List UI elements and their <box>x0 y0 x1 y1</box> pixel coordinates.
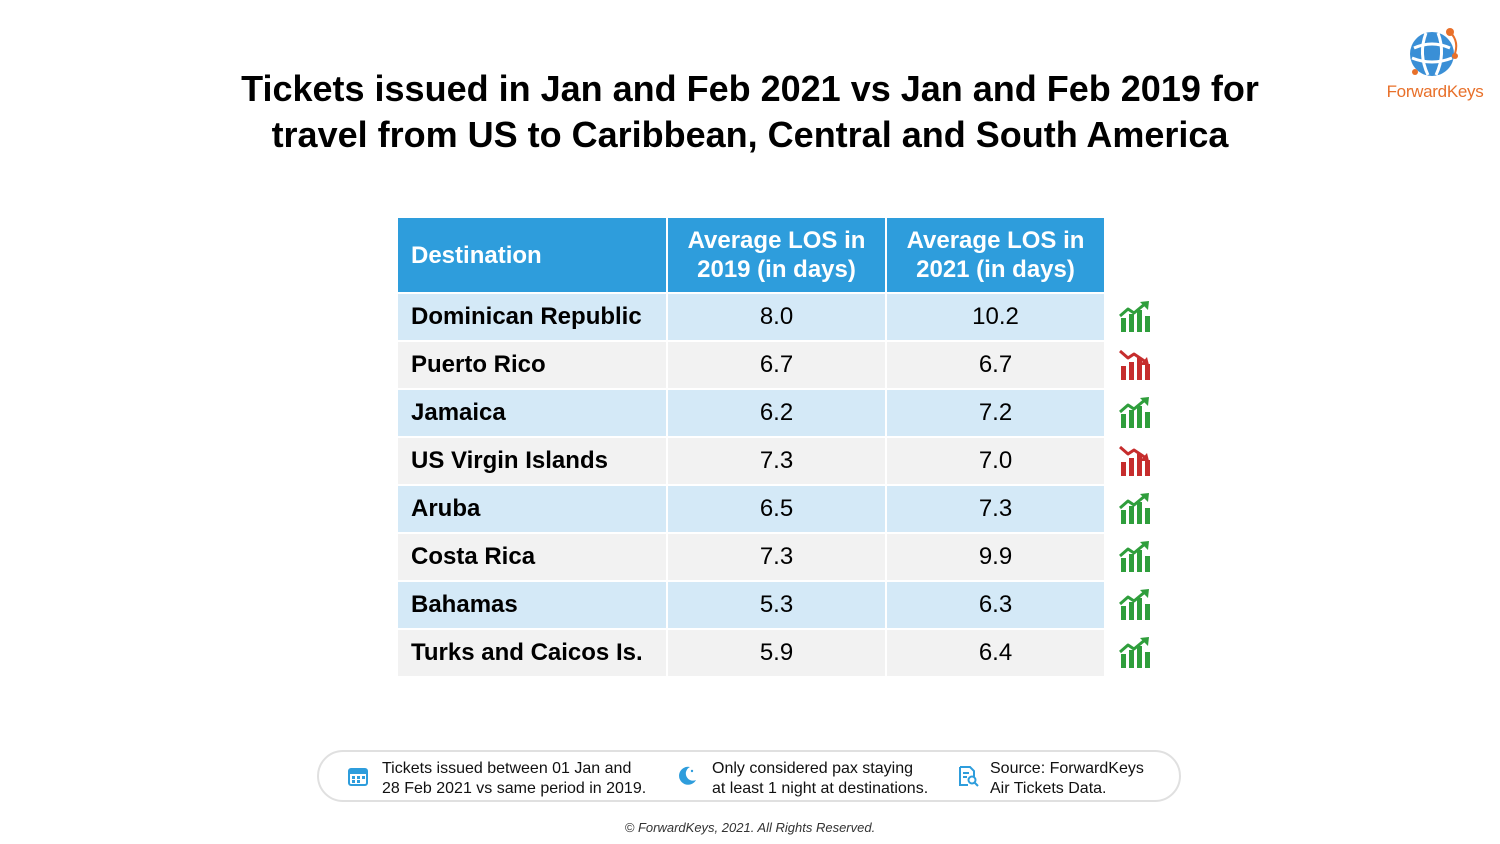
los-2019-cell: 5.9 <box>668 630 885 676</box>
destination-cell: Turks and Caicos Is. <box>398 630 666 676</box>
table-row: US Virgin Islands 7.3 7.0 <box>398 438 1180 484</box>
table-row: Puerto Rico 6.7 6.7 <box>398 342 1180 388</box>
trend-column-header <box>1106 218 1180 292</box>
footer-note-source: Source: ForwardKeys Air Tickets Data. <box>990 759 1144 799</box>
document-search-icon <box>959 766 979 787</box>
los-table: Destination Average LOS in 2019 (in days… <box>396 216 1182 678</box>
trend-cell <box>1106 486 1180 532</box>
globe-network-icon <box>1410 28 1458 76</box>
destination-cell: Aruba <box>398 486 666 532</box>
trend-cell <box>1106 294 1180 340</box>
trend-up-icon <box>1119 589 1150 620</box>
copyright-notice: © ForwardKeys, 2021. All Rights Reserved… <box>624 820 876 835</box>
los-2019-cell: 5.3 <box>668 582 885 628</box>
column-header-los-2021-line-1: Average LOS in <box>906 227 1085 254</box>
trend-cell <box>1106 438 1180 484</box>
column-header-los-2021: Average LOS in 2021 (in days) <box>887 218 1104 292</box>
destination-cell: Dominican Republic <box>398 294 666 340</box>
los-2019-cell: 7.3 <box>668 534 885 580</box>
table-row: Costa Rica 7.3 9.9 <box>398 534 1180 580</box>
moon-icon <box>679 766 696 785</box>
logo-text: ForwardKeys <box>1386 82 1484 101</box>
los-2019-cell: 6.5 <box>668 486 885 532</box>
footer-note-source-line-2: Air Tickets Data. <box>990 780 1107 797</box>
trend-down-icon <box>1119 349 1150 380</box>
destination-cell: US Virgin Islands <box>398 438 666 484</box>
footer-note-stay: Only considered pax staying at least 1 n… <box>712 759 928 799</box>
column-header-los-2021-line-2: 2021 (in days) <box>916 256 1075 283</box>
column-header-los-2019: Average LOS in 2019 (in days) <box>668 218 885 292</box>
title-line-1: Tickets issued in Jan and Feb 2021 vs Ja… <box>241 68 1259 109</box>
los-2021-cell: 7.3 <box>887 486 1104 532</box>
trend-up-icon <box>1119 493 1150 524</box>
trend-up-icon <box>1119 637 1150 668</box>
footer-note-tickets: Tickets issued between 01 Jan and 28 Feb… <box>382 759 646 799</box>
column-header-los-2019-line-2: 2019 (in days) <box>697 256 856 283</box>
forwardkeys-logo: ForwardKeys <box>1380 26 1490 106</box>
trend-down-icon <box>1119 445 1150 476</box>
los-2021-cell: 6.7 <box>887 342 1104 388</box>
los-2019-cell: 6.7 <box>668 342 885 388</box>
los-2021-cell: 9.9 <box>887 534 1104 580</box>
trend-up-icon <box>1119 541 1150 572</box>
table-row: Jamaica 6.2 7.2 <box>398 390 1180 436</box>
los-2021-cell: 7.0 <box>887 438 1104 484</box>
destination-cell: Bahamas <box>398 582 666 628</box>
trend-up-icon <box>1119 301 1150 332</box>
footer-note-tickets-line-2: 28 Feb 2021 vs same period in 2019. <box>382 780 647 797</box>
trend-cell <box>1106 582 1180 628</box>
trend-cell <box>1106 342 1180 388</box>
los-2021-cell: 10.2 <box>887 294 1104 340</box>
calendar-icon <box>348 768 368 786</box>
table-body: Dominican Republic 8.0 10.2 Puerto Rico 6.7 6… <box>398 294 1180 676</box>
los-2021-cell: 7.2 <box>887 390 1104 436</box>
los-2021-cell: 6.4 <box>887 630 1104 676</box>
destination-cell: Puerto Rico <box>398 342 666 388</box>
destination-cell: Costa Rica <box>398 534 666 580</box>
table-row: Turks and Caicos Is. 5.9 6.4 <box>398 630 1180 676</box>
trend-cell <box>1106 390 1180 436</box>
column-header-destination: Destination <box>398 218 666 292</box>
destination-cell: Jamaica <box>398 390 666 436</box>
trend-cell <box>1106 630 1180 676</box>
table-row: Aruba 6.5 7.3 <box>398 486 1180 532</box>
trend-up-icon <box>1119 397 1150 428</box>
footer-note-tickets-line-1: Tickets issued between 01 Jan and <box>382 760 632 777</box>
los-2019-cell: 6.2 <box>668 390 885 436</box>
column-header-los-2019-line-1: Average LOS in <box>687 227 866 254</box>
los-2019-cell: 8.0 <box>668 294 885 340</box>
los-2019-cell: 7.3 <box>668 438 885 484</box>
table-header-row: Destination Average LOS in 2019 (in days… <box>398 218 1180 292</box>
footer-notes: Tickets issued between 01 Jan and 28 Feb… <box>317 750 1181 802</box>
trend-cell <box>1106 534 1180 580</box>
title-line-2: travel from US to Caribbean, Central and… <box>271 114 1229 155</box>
table-row: Bahamas 5.3 6.3 <box>398 582 1180 628</box>
page-title: Tickets issued in Jan and Feb 2021 vs Ja… <box>150 66 1350 158</box>
footer-note-stay-line-1: Only considered pax staying <box>712 760 913 777</box>
table-row: Dominican Republic 8.0 10.2 <box>398 294 1180 340</box>
footer-note-stay-line-2: at least 1 night at destinations. <box>712 780 929 797</box>
footer-note-source-line-1: Source: ForwardKeys <box>990 760 1144 777</box>
los-2021-cell: 6.3 <box>887 582 1104 628</box>
